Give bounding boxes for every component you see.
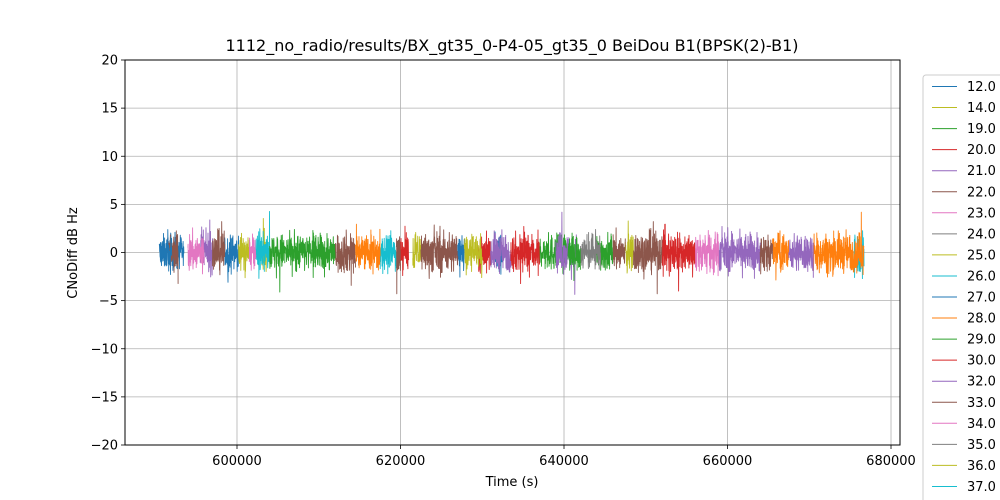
series-line [158, 231, 185, 275]
y-tick-label: 0 [110, 246, 118, 261]
legend-label: 35.0 [967, 438, 996, 453]
legend-label: 12.0 [967, 80, 996, 95]
series-line [694, 229, 720, 277]
series-line [412, 231, 422, 269]
series-line [490, 229, 512, 274]
legend-label: 23.0 [967, 206, 996, 221]
series-line [379, 230, 397, 275]
x-axis-label: Time (s) [485, 475, 539, 490]
series-line [788, 233, 814, 278]
x-tick-label: 600000 [212, 454, 262, 469]
x-tick-label: 620000 [376, 454, 426, 469]
y-tick-label: 20 [101, 54, 118, 69]
series-line [187, 227, 205, 275]
series-line [255, 210, 271, 279]
legend-label: 32.0 [967, 375, 996, 390]
series-line [238, 232, 250, 279]
legend-label: 34.0 [967, 417, 996, 432]
legend-label: 28.0 [967, 312, 996, 327]
y-tick-label: 10 [101, 150, 118, 165]
legend-label: 27.0 [967, 291, 996, 306]
legend-label: 20.0 [967, 143, 996, 158]
series-line [682, 234, 696, 278]
legend-label: 21.0 [967, 164, 996, 179]
series-line [314, 232, 336, 278]
y-axis-label: CNoDiff dB Hz [66, 207, 81, 299]
series-line [212, 221, 226, 276]
legend-label: 37.0 [967, 480, 996, 495]
series-line [567, 232, 581, 282]
series-layer [158, 210, 865, 295]
series-line [661, 223, 683, 292]
x-axis: 600000 620000 640000 660000 680000 [212, 445, 916, 469]
series-line [400, 225, 410, 277]
legend-label: 30.0 [967, 354, 996, 369]
series-line [159, 229, 173, 266]
series-line [522, 225, 540, 278]
legend-label: 22.0 [967, 185, 996, 200]
series-line [759, 234, 773, 275]
series-line [420, 224, 459, 279]
legend-label: 29.0 [967, 333, 996, 348]
legend: 12.0 14.0 19.0 20.0 21.0 22.0 23.0 24.0 25.0 26.0… [922, 74, 1000, 500]
legend-label: 25.0 [967, 248, 996, 263]
series-line [269, 229, 295, 293]
series-line [579, 229, 602, 270]
series-line [612, 227, 626, 270]
series-line [248, 233, 257, 271]
series-line [812, 211, 865, 278]
series-line [633, 221, 663, 295]
y-tick-label: −20 [91, 439, 118, 454]
y-tick-label: 15 [101, 102, 118, 117]
y-tick-label: −15 [91, 390, 118, 405]
series-line [293, 228, 316, 278]
series-line [334, 229, 356, 286]
y-tick-label: 5 [110, 198, 118, 213]
y-axis: 20 15 10 5 0 −5 −10 −15 −20 [91, 54, 125, 454]
series-line [457, 235, 465, 278]
y-tick-label: −5 [99, 294, 118, 309]
legend-label: 36.0 [967, 459, 996, 474]
series-line [718, 225, 733, 277]
series-line [463, 233, 483, 279]
chart-title: 1112_no_radio/results/BX_gt35_0-P4-05_gt… [225, 36, 798, 56]
series-line [510, 230, 524, 285]
legend-label: 14.0 [967, 101, 996, 116]
series-line [731, 228, 761, 279]
legend-label: 26.0 [967, 269, 996, 284]
x-tick-label: 660000 [703, 454, 753, 469]
y-tick-label: −10 [91, 342, 118, 357]
series-line [167, 230, 179, 284]
series-line [224, 234, 240, 283]
series-line [395, 236, 401, 295]
x-tick-label: 640000 [539, 454, 589, 469]
series-line [624, 220, 634, 274]
legend-label: 24.0 [967, 227, 996, 242]
series-line [355, 223, 381, 275]
legend-box [922, 74, 1000, 500]
series-line [772, 230, 790, 281]
legend-label: 19.0 [967, 122, 996, 137]
legend-label: 33.0 [967, 396, 996, 411]
x-tick-label: 680000 [866, 454, 916, 469]
